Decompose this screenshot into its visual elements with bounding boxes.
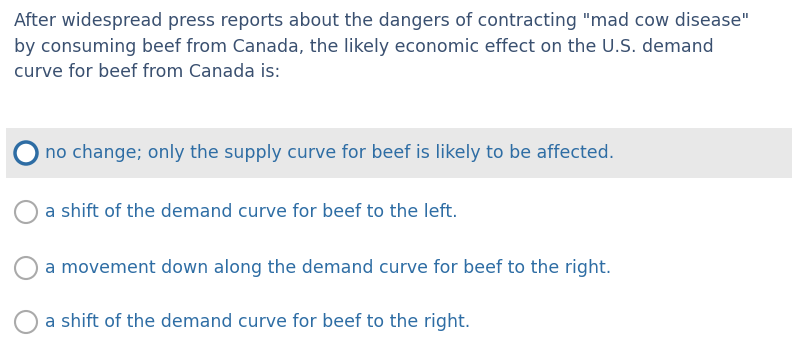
Circle shape — [15, 142, 37, 164]
FancyBboxPatch shape — [6, 128, 792, 178]
Text: a shift of the demand curve for beef to the right.: a shift of the demand curve for beef to … — [45, 313, 470, 331]
Circle shape — [15, 257, 37, 279]
Circle shape — [15, 201, 37, 223]
Text: a shift of the demand curve for beef to the left.: a shift of the demand curve for beef to … — [45, 203, 457, 221]
Text: a movement down along the demand curve for beef to the right.: a movement down along the demand curve f… — [45, 259, 611, 277]
Circle shape — [15, 311, 37, 333]
Text: After widespread press reports about the dangers of contracting "mad cow disease: After widespread press reports about the… — [14, 12, 749, 82]
Text: no change; only the supply curve for beef is likely to be affected.: no change; only the supply curve for bee… — [45, 144, 614, 162]
